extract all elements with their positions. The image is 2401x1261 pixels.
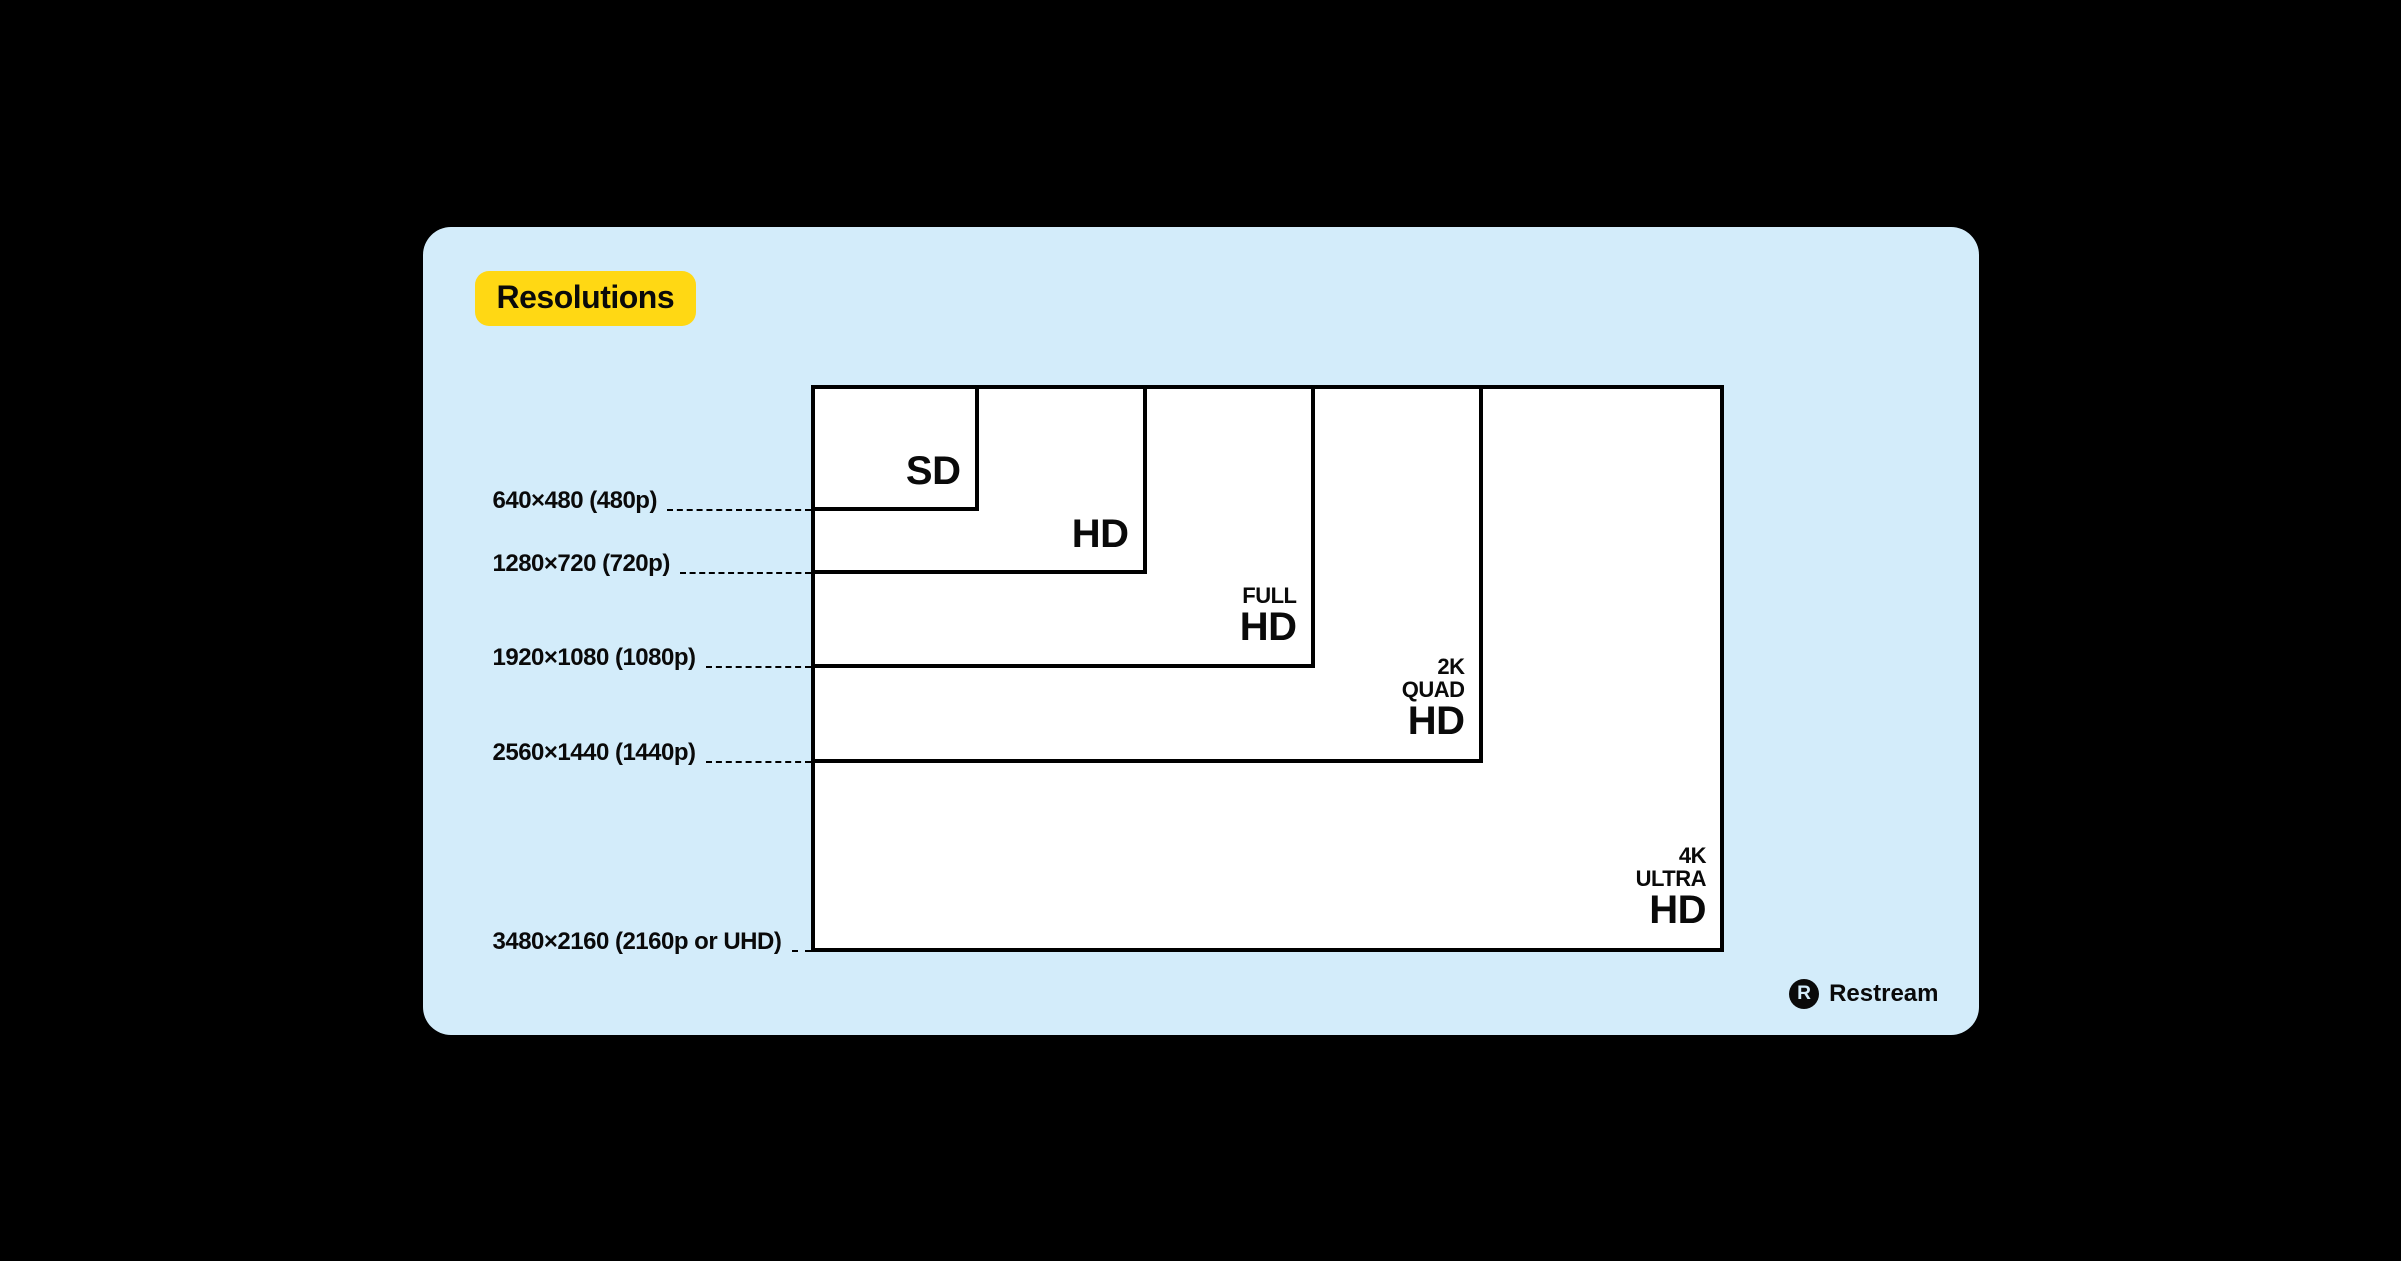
connector-dash-hd [680,572,811,574]
resolution-box-label-uhd: 4KULTRAHD [1636,845,1706,931]
connector-dash-fhd [706,666,811,668]
brand-logo-icon: R [1789,979,1819,1009]
resolution-dimension-label-qhd: 2560×1440 (1440p) [493,739,696,767]
resolution-dimension-label-uhd: 3480×2160 (2160p or UHD) [493,928,782,956]
brand-logo-letter: R [1797,983,1811,1005]
connector-dash-qhd [706,761,811,763]
connector-dash-uhd [792,950,811,952]
resolution-dimension-label-sd: 640×480 (480p) [493,487,657,515]
brand-text: Restream [1829,980,1938,1008]
connector-dash-sd [667,509,811,511]
resolution-dimension-label-hd: 1280×720 (720p) [493,550,670,578]
brand: R Restream [1789,979,1938,1009]
resolution-box-label-fhd: FULLHD [1240,585,1297,648]
resolution-box-label-sd: SD [906,451,961,492]
resolution-dimension-label-fhd: 1920×1080 (1080p) [493,644,696,672]
resolution-box-label-qhd: 2KQUADHD [1402,656,1465,742]
infographic-card: Resolutions 4KULTRAHD3480×2160 (2160p or… [423,227,1979,1035]
resolution-diagram: 4KULTRAHD 3480×2160 (2160p or UHD) 2KQUADH… [423,227,1979,1035]
resolution-box-label-hd: HD [1072,514,1129,555]
